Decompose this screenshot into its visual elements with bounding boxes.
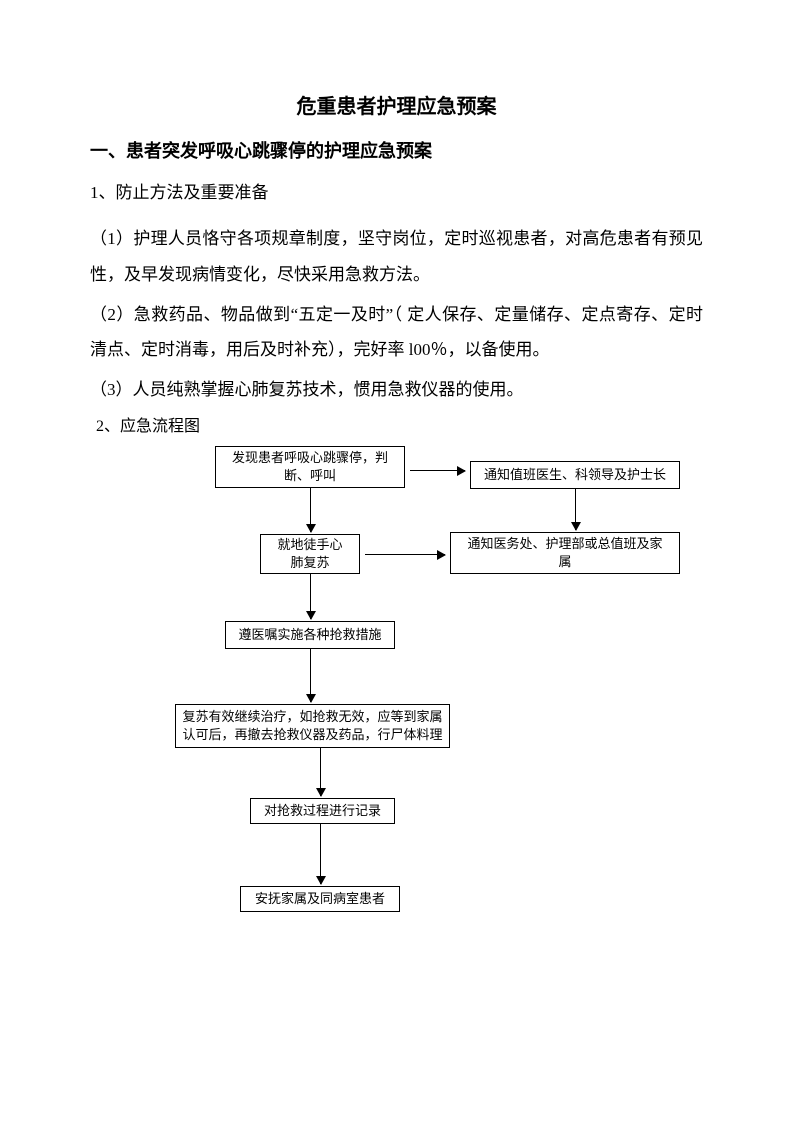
flow-arrow-1 [310,488,311,532]
paragraph-3: （3）人员纯熟掌握心肺复苏技术，惯用急救仪器的使用。 [90,372,703,408]
subsection-1-2: 2、应急流程图 [96,412,703,436]
flow-node-n4: 通知医务处、护理部或总值班及家属 [450,532,680,574]
flow-arrow-0 [410,470,465,471]
flow-arrow-5 [310,649,311,702]
page-title: 危重患者护理应急预案 [90,90,703,119]
flow-node-n3: 就地徒手心肺复苏 [260,534,360,574]
flow-arrow-2 [575,489,576,530]
flow-node-n6: 复苏有效继续治疗，如抢救无效，应等到家属认可后，再撤去抢救仪器及药品，行尸体料理 [175,704,450,748]
paragraph-2: （2）急救药品、物品做到“五定一及时”（ 定人保存、定量储存、定点寄存、定时清点… [90,297,703,368]
flow-arrow-3 [365,554,445,555]
flow-node-n7: 对抢救过程进行记录 [250,798,395,824]
flow-node-n5: 遵医嘱实施各种抢救措施 [225,621,395,649]
flow-node-n1: 发现患者呼吸心跳骤停，判断、呼叫 [215,446,405,488]
flow-node-n2: 通知值班医生、科领导及护士长 [470,461,680,489]
emergency-flowchart: 发现患者呼吸心跳骤停，判断、呼叫 通知值班医生、科领导及护士长就地徒手心肺复苏 通知… [150,446,750,986]
flow-arrow-7 [320,824,321,884]
section-1-heading: 一、患者突发呼吸心跳骤停的护理应急预案 [90,137,703,163]
flow-arrow-4 [310,574,311,619]
paragraph-1: （1）护理人员恪守各项规章制度，坚守岗位，定时巡视患者，对高危患者有预见性，及早… [90,221,703,292]
subsection-1-1: 1、防止方法及重要准备 [90,177,703,209]
flow-arrow-6 [320,748,321,796]
flow-node-n8: 安抚家属及同病室患者 [240,886,400,912]
